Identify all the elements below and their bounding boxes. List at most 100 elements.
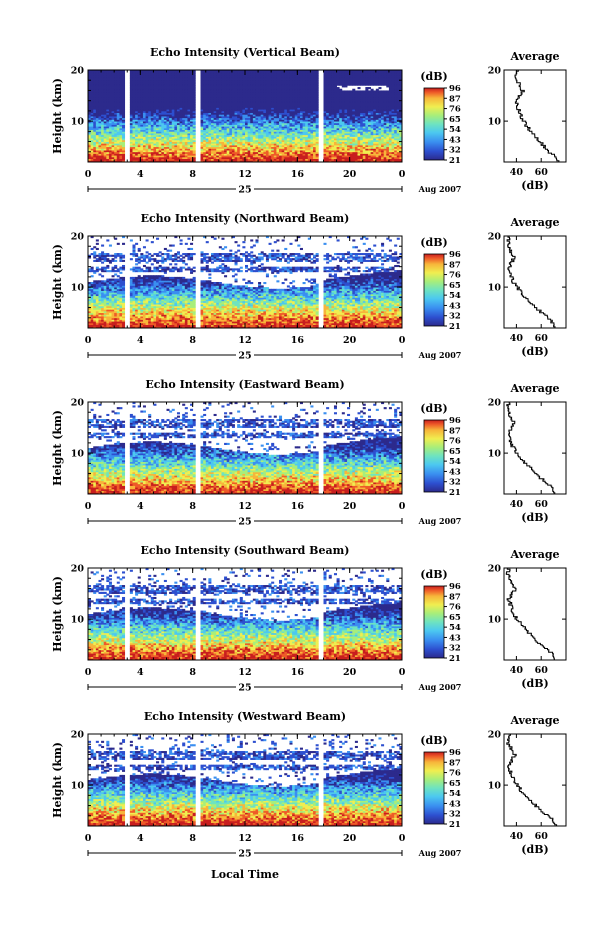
panel-3: Echo Intensity (Southward Beam) 20 10 Heigh… — [51, 544, 566, 694]
average-y-tick-label: 10 — [488, 449, 502, 460]
date-label: Aug 2007 — [418, 516, 462, 526]
average-y-tick-label: 20 — [488, 730, 502, 741]
average-x-tick-label: 60 — [535, 333, 549, 344]
panel-2: Echo Intensity (Eastward Beam)2010Height… — [51, 378, 566, 528]
colorbar-tick-label: 21 — [449, 156, 461, 166]
x-tick-label: 0 — [399, 667, 406, 678]
panel-title: Echo Intensity (Northward Beam) — [141, 212, 350, 225]
x-tick-label: 0 — [85, 169, 92, 180]
colorbar-title: (dB) — [420, 236, 447, 249]
average-x-tick-label: 40 — [510, 167, 524, 178]
average-y-tick-label: 10 — [488, 283, 502, 294]
colorbar-title: (dB) — [420, 70, 447, 83]
colorbar-tick-label: 54 — [449, 789, 461, 799]
heatmap — [88, 402, 402, 494]
average-y-tick-label: 20 — [488, 398, 502, 409]
y-axis-label: Height (km) — [51, 742, 64, 818]
heatmap — [88, 568, 402, 660]
x-tick-label: 0 — [399, 169, 406, 180]
colorbar-tick-label: 96 — [449, 748, 461, 758]
x-tick-label: 8 — [189, 667, 196, 678]
day-label: 25 — [238, 849, 251, 860]
x-tick-label: 20 — [343, 667, 357, 678]
average-frame — [504, 734, 566, 826]
average-x-tick-label: 60 — [535, 167, 549, 178]
x-tick-label: 20 — [343, 169, 357, 180]
colorbar-title: (dB) — [420, 568, 447, 581]
colorbar — [424, 254, 444, 326]
average-y-tick-label: 10 — [488, 781, 502, 792]
average-y-tick-label: 20 — [488, 564, 502, 575]
x-tick-label: 16 — [291, 667, 305, 678]
colorbar-tick-label: 65 — [449, 447, 461, 457]
colorbar-tick-label: 96 — [449, 416, 461, 426]
colorbar-tick-label: 32 — [449, 312, 461, 322]
y-axis-label: Height (km) — [51, 576, 64, 652]
colorbar-tick-label: 76 — [449, 769, 461, 779]
x-tick-label: 4 — [137, 335, 144, 346]
panel-title: Echo Intensity (Eastward Beam) — [145, 378, 344, 391]
x-tick-label: 0 — [85, 833, 92, 844]
x-tick-label: 16 — [291, 169, 305, 180]
colorbar-tick-label: 76 — [449, 105, 461, 115]
colorbar-tick-label: 87 — [449, 592, 461, 602]
heatmap — [88, 70, 402, 162]
colorbar-tick-label: 87 — [449, 260, 461, 270]
colorbar-title: (dB) — [420, 402, 447, 415]
colorbar-tick-label: 65 — [449, 281, 461, 291]
colorbar-tick-label: 65 — [449, 779, 461, 789]
day-label: 25 — [238, 351, 251, 362]
y-tick-label: 20 — [71, 232, 85, 243]
colorbar-tick-label: 21 — [449, 820, 461, 830]
average-y-tick-label: 20 — [488, 232, 502, 243]
average-frame — [504, 236, 566, 328]
y-axis-label: Height (km) — [51, 244, 64, 320]
y-tick-label: 20 — [71, 730, 85, 741]
average-y-tick-label: 10 — [488, 615, 502, 626]
colorbar-tick-label: 65 — [449, 613, 461, 623]
colorbar-tick-label: 21 — [449, 488, 461, 498]
y-tick-label: 10 — [71, 449, 85, 460]
x-tick-label: 16 — [291, 501, 305, 512]
day-label: 25 — [238, 683, 251, 694]
panel-1: Echo Intensity (Northward Beam) 20 10 Heigh… — [51, 212, 566, 362]
x-tick-label: 0 — [85, 501, 92, 512]
average-y-tick-label: 10 — [488, 117, 502, 128]
colorbar-tick-label: 32 — [449, 478, 461, 488]
colorbar-tick-label: 43 — [449, 633, 461, 643]
x-tick-label: 12 — [238, 833, 251, 844]
average-profile-line — [506, 568, 554, 660]
average-profile-line — [507, 734, 557, 826]
y-tick-label: 20 — [71, 398, 85, 409]
x-tick-label: 4 — [137, 833, 144, 844]
colorbar — [424, 88, 444, 160]
x-tick-label: 12 — [238, 501, 251, 512]
average-x-tick-label: 40 — [510, 499, 524, 510]
x-tick-label: 4 — [137, 501, 144, 512]
x-tick-label: 8 — [189, 833, 196, 844]
colorbar-tick-label: 96 — [449, 84, 461, 94]
x-tick-label: 20 — [343, 335, 357, 346]
colorbar-tick-label: 96 — [449, 250, 461, 260]
x-tick-label: 20 — [343, 833, 357, 844]
average-frame — [504, 70, 566, 162]
panel-title: Echo Intensity (Southward Beam) — [141, 544, 350, 557]
x-tick-label: 0 — [399, 501, 406, 512]
x-tick-label: 0 — [399, 335, 406, 346]
colorbar-tick-label: 54 — [449, 125, 461, 135]
colorbar-tick-label: 43 — [449, 799, 461, 809]
colorbar-tick-label: 32 — [449, 810, 461, 820]
colorbar-tick-label: 65 — [449, 115, 461, 125]
colorbar — [424, 586, 444, 658]
panel-4: Echo Intensity (Westward Beam)2010Height… — [51, 710, 566, 860]
colorbar-tick-label: 54 — [449, 623, 461, 633]
panel-0: Echo Intensity (Vertical Beam)2010Height… — [51, 46, 566, 196]
x-tick-label: 4 — [137, 667, 144, 678]
x-axis-label: Local Time — [211, 868, 279, 881]
average-x-tick-label: 40 — [510, 333, 524, 344]
heatmap — [88, 734, 402, 826]
average-x-tick-label: 40 — [510, 831, 524, 842]
average-x-tick-label: 60 — [535, 665, 549, 676]
colorbar — [424, 420, 444, 492]
